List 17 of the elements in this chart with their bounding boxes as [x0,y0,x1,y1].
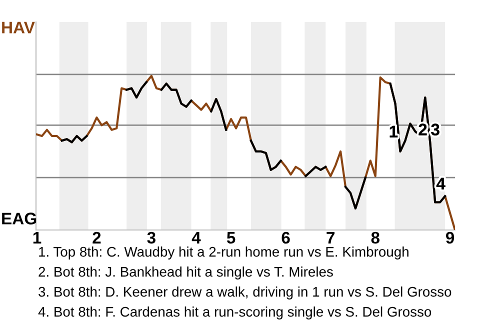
annotation: 4 [436,178,446,190]
text: 3. Bot 8th: D. Keener drew a walk, driving in 1 run vs S. Del Grosso [38,286,452,300]
annotation: 3 [431,124,440,136]
x-tick-label: 4 [192,232,201,244]
x-tick-label: 5 [226,232,236,244]
x-tick-label: 3 [147,232,156,244]
x-tick-label: 6 [282,232,290,244]
x-tick-label: 7 [326,232,334,244]
text: 1. Top 8th: C. Waudby hit a 2-run home run vs E. Kimbrough [39,246,408,260]
text: 4. Bot 8th: F. Cardenas hit a run-scoring single vs S. Del Grosso [38,306,432,320]
text: HAV [2,22,35,34]
text: 2. Bot 8th: J. Bankhead hit a single vs T. Mireles [38,266,333,280]
x-tick-label: 1 [33,232,42,244]
x-tick-label: 9 [446,232,454,244]
annotation: EAG [2,212,36,224]
x-tick-label: 2 [92,232,101,244]
x-tick-label: 8 [371,232,380,244]
